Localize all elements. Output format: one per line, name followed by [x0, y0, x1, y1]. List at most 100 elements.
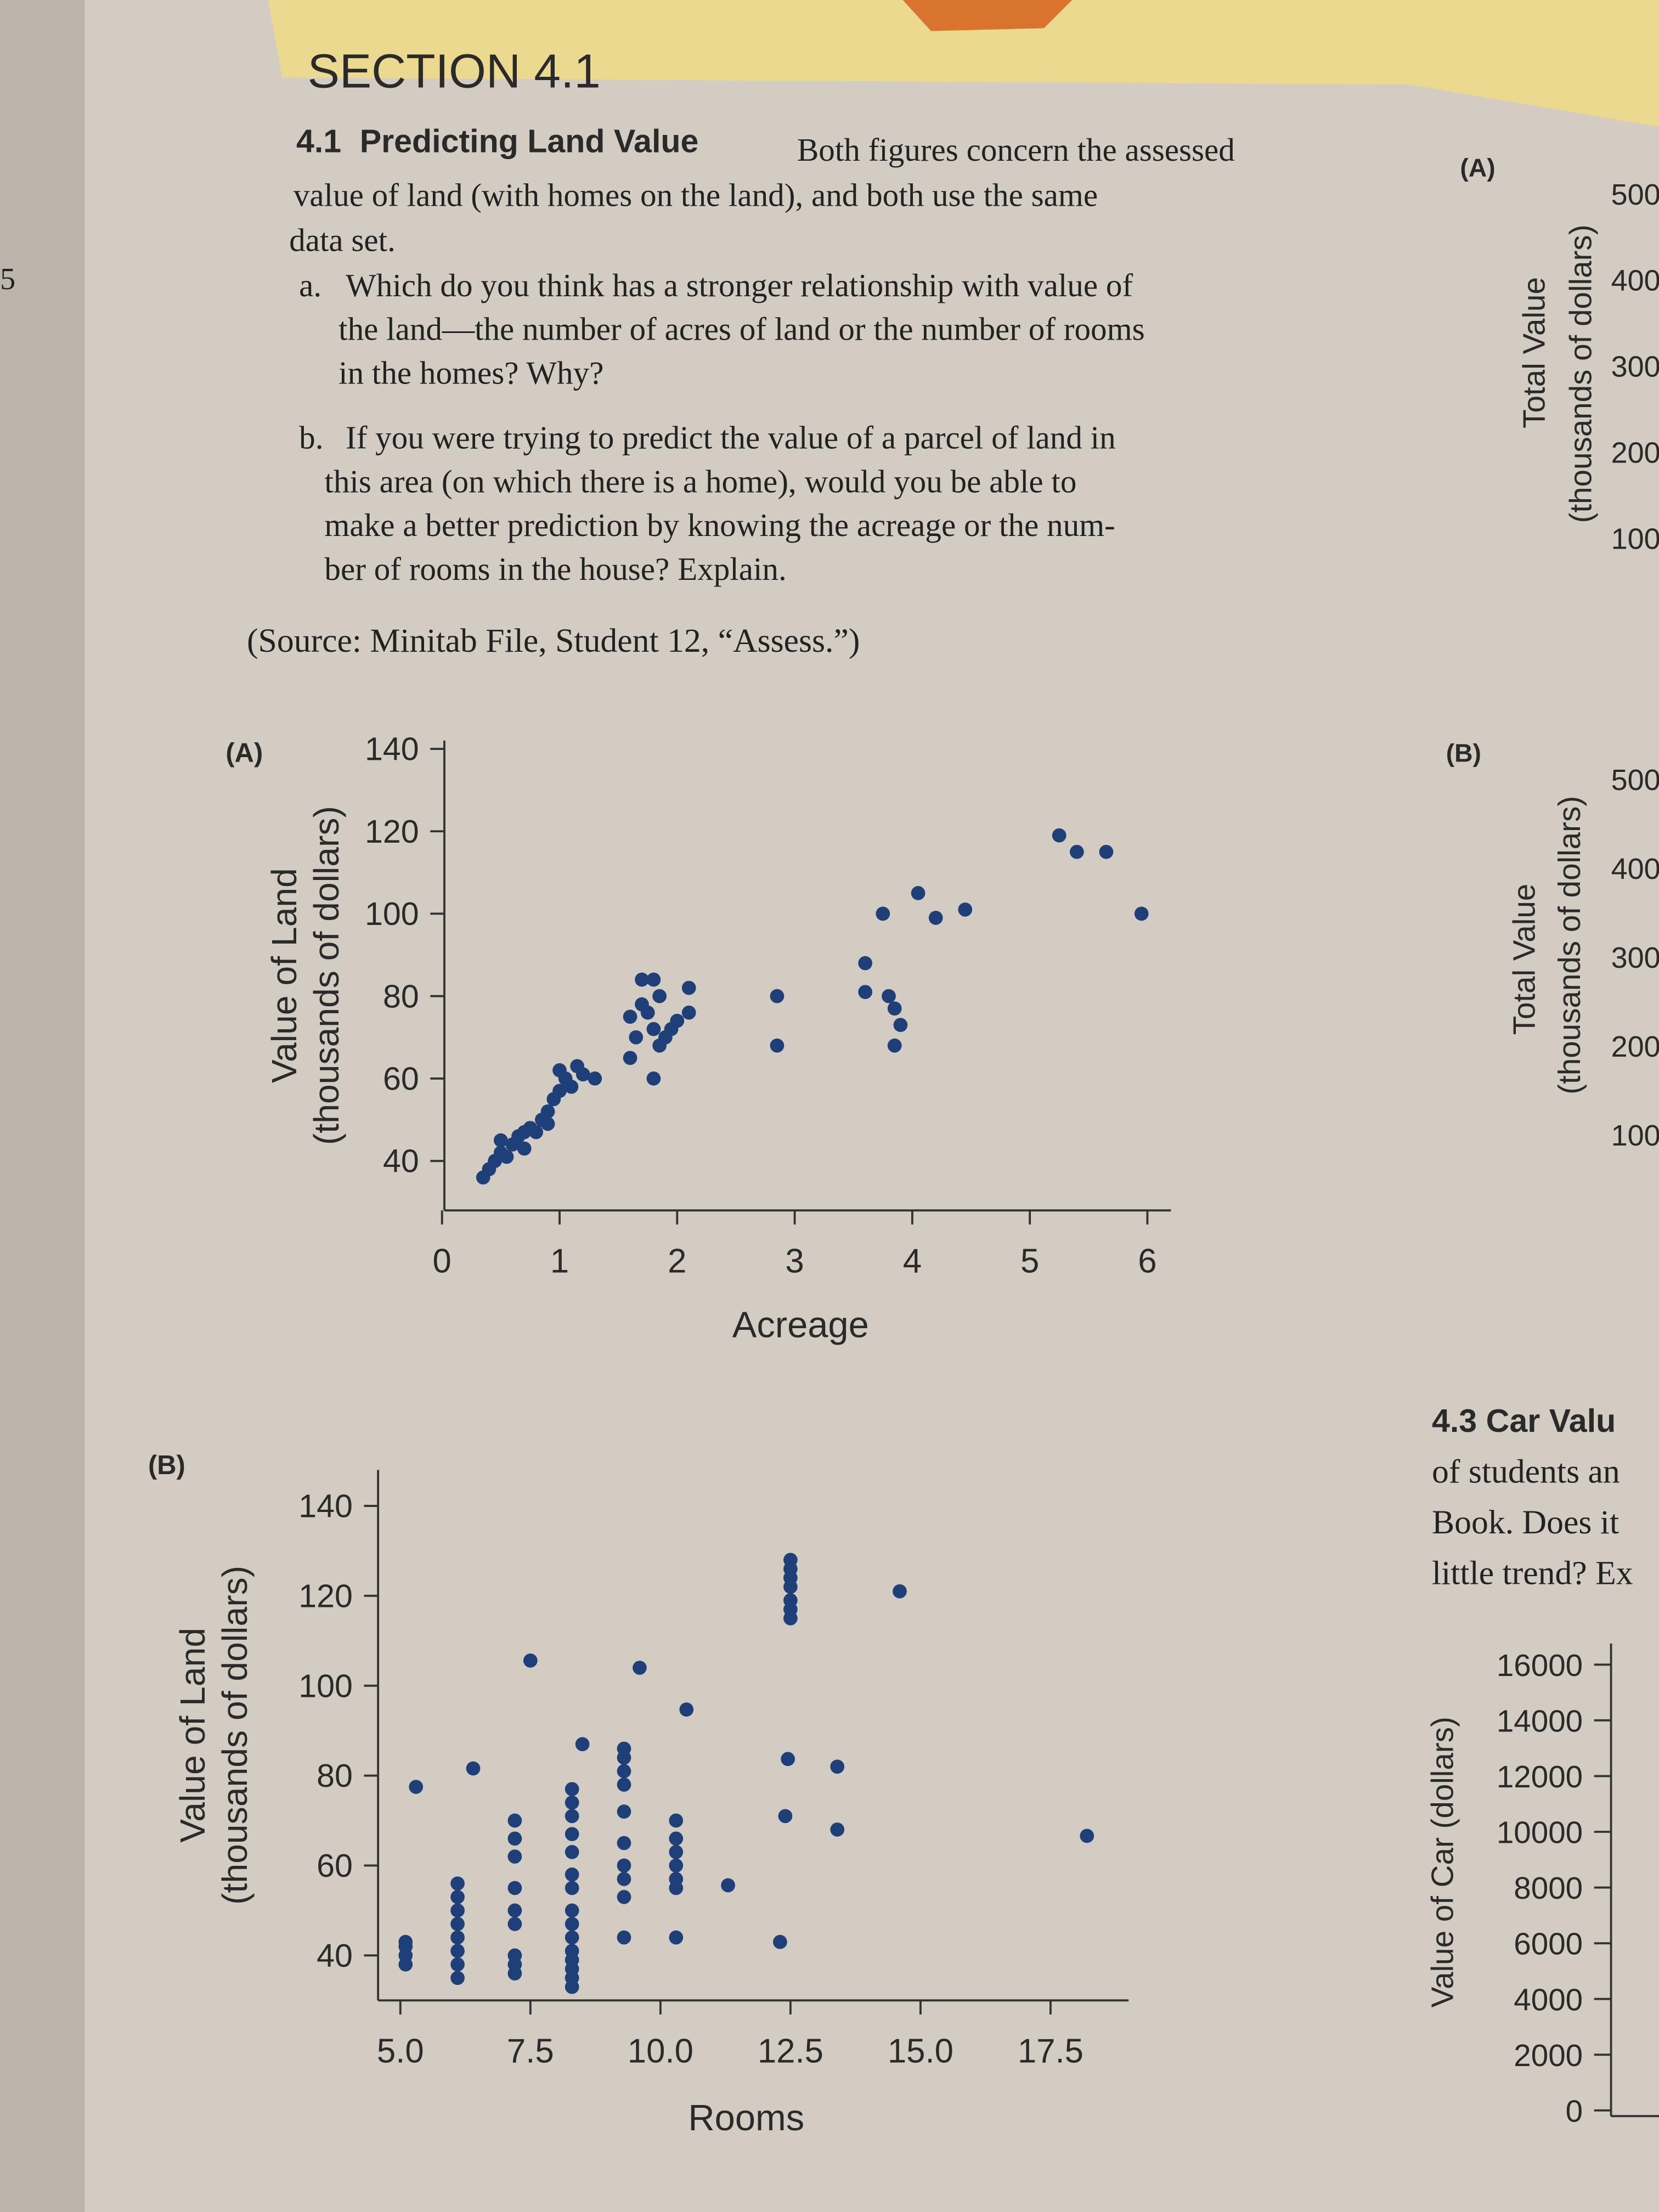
body-line: in the homes? Why?	[338, 354, 603, 391]
data-point	[398, 1934, 413, 1949]
data-point	[450, 1957, 465, 1972]
body-line: of students an	[1432, 1453, 1620, 1491]
tick-label: 300	[1611, 941, 1659, 974]
data-point	[565, 1809, 579, 1824]
y-axis-label: Total Value	[1507, 884, 1542, 1035]
data-point	[681, 1005, 696, 1020]
x-tick-label: 0	[433, 1242, 452, 1280]
page-gutter	[0, 0, 85, 2212]
y-axis-label: Value of Land	[264, 868, 304, 1083]
x-tick-label: 15.0	[888, 2032, 953, 2070]
data-point	[617, 1872, 631, 1886]
x-tick-label: 17.5	[1018, 2032, 1084, 2070]
data-point	[1070, 844, 1084, 859]
x-tick-label: 1	[550, 1242, 569, 1280]
data-point	[494, 1133, 508, 1148]
y-tick-label: 140	[298, 1488, 353, 1525]
data-point	[499, 1149, 514, 1164]
tick-label: 2000	[1514, 2038, 1583, 2073]
data-point	[523, 1653, 538, 1668]
data-point	[635, 972, 649, 987]
exercise-heading: 4.3 Car Valu	[1432, 1402, 1616, 1439]
exercise-title: Predicting Land Value	[360, 123, 699, 160]
x-tick-label: 7.5	[507, 2032, 554, 2070]
tick-label: 400	[1611, 853, 1659, 885]
data-point	[1052, 828, 1066, 843]
y-tick-label: 100	[298, 1667, 353, 1704]
data-point	[778, 1809, 793, 1824]
x-tick-label: 6	[1138, 1242, 1156, 1280]
data-point	[669, 1831, 684, 1846]
y-tick-label: 40	[383, 1143, 419, 1180]
data-point	[640, 1005, 655, 1020]
data-point	[773, 1934, 787, 1949]
data-point	[565, 1782, 579, 1797]
tick-label: 500	[1611, 764, 1659, 797]
data-point	[517, 1125, 532, 1139]
data-point	[858, 985, 872, 1000]
data-point	[450, 1944, 465, 1959]
data-point	[646, 972, 661, 987]
data-point	[928, 911, 943, 925]
data-point	[887, 1038, 902, 1053]
data-point	[575, 1737, 590, 1752]
data-point	[858, 956, 872, 970]
data-point	[565, 1827, 579, 1841]
panel-label: (B)	[1446, 739, 1481, 768]
tick-label: 6000	[1514, 1927, 1583, 1961]
data-point	[576, 1067, 590, 1082]
data-point	[517, 1141, 532, 1156]
data-point	[617, 1858, 631, 1873]
x-tick-label: 5.0	[377, 2032, 424, 2070]
data-point	[507, 1948, 522, 1963]
y-tick-label: 120	[365, 813, 419, 850]
data-point	[1099, 844, 1114, 859]
y-tick-label: 60	[317, 1847, 353, 1884]
data-point	[830, 1822, 845, 1837]
data-point	[617, 1804, 631, 1819]
data-point	[830, 1759, 845, 1774]
data-point	[507, 1813, 522, 1828]
y-tick-label: 60	[383, 1060, 419, 1097]
tick-label: 16000	[1497, 1648, 1583, 1683]
x-tick-label: 12.5	[758, 2032, 823, 2070]
x-axis-label: Rooms	[688, 2097, 804, 2138]
data-point	[565, 1867, 579, 1882]
data-point	[617, 1764, 631, 1779]
data-point	[633, 1661, 647, 1675]
data-point	[770, 989, 785, 1003]
scatter-chart: 40 60 80 100 120 140 5.0 7.5 10.0 12.5 15.0 17.5 (B)…	[148, 1451, 1129, 2138]
data-point	[507, 1917, 522, 1931]
data-point	[552, 1084, 567, 1098]
tick-label: 100	[1611, 1119, 1659, 1152]
data-point	[623, 1051, 637, 1065]
data-point	[450, 1930, 465, 1945]
data-point	[529, 1125, 543, 1139]
body-line: Which do you think has a stronger relati…	[346, 267, 1133, 303]
y-tick-label: 80	[383, 978, 419, 1014]
tick-label: 100	[1611, 522, 1659, 555]
data-point	[450, 1876, 465, 1891]
data-point	[882, 989, 896, 1003]
section-tab	[902, 0, 1073, 31]
data-point	[669, 1858, 684, 1873]
y-axis-label-sub: (thousands of dollars)	[1564, 224, 1598, 523]
data-point	[876, 906, 890, 921]
source-note: (Source: Minitab File, Student 12, “Asse…	[247, 622, 860, 659]
data-point	[629, 1030, 644, 1045]
data-point	[565, 1881, 579, 1895]
y-axis-label: Value of Land	[173, 1628, 212, 1843]
data-point	[565, 1930, 579, 1945]
data-point	[669, 1930, 684, 1945]
data-point	[617, 1741, 631, 1756]
data-point	[958, 902, 973, 917]
data-point	[450, 1971, 465, 1985]
y-tick-label: 40	[317, 1937, 353, 1974]
data-point	[617, 1778, 631, 1792]
data-point	[617, 1836, 631, 1850]
data-point	[507, 1849, 522, 1864]
data-point	[565, 1845, 579, 1859]
